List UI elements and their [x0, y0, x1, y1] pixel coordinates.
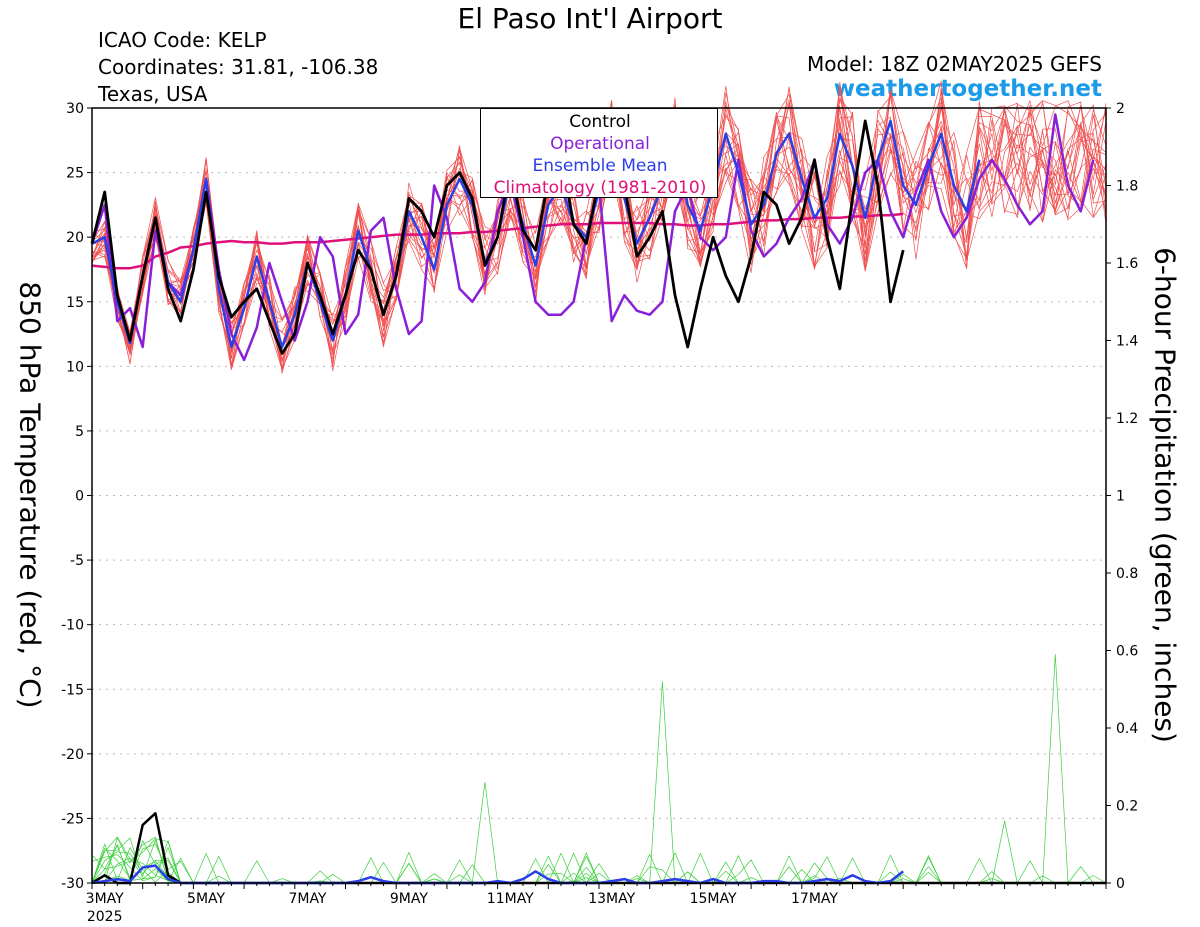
y-tick-label: 30: [66, 101, 84, 117]
x-tick-label: 15MAY: [690, 891, 737, 907]
y-tick-label: -10: [61, 618, 84, 634]
grid: [92, 172, 1106, 819]
y-tick-label: -20: [61, 747, 84, 763]
y-tick-label: -25: [61, 811, 84, 827]
precip-member-line: [91, 837, 1106, 884]
y2-tick-label: 0.8: [1116, 566, 1138, 582]
model-run: Model: 18Z 02MAY2025 GEFS: [807, 52, 1102, 76]
legend-item-climatology: Climatology (1981-2010): [493, 178, 707, 198]
y2-tick-label: 1: [1116, 489, 1125, 505]
control-line: [90, 119, 905, 355]
legend-item-ensemble-mean: Ensemble Mean: [532, 156, 668, 176]
precip-lines: [91, 654, 1107, 884]
x-tick-label: 11MAY: [487, 891, 534, 907]
y2-tick-label: 1.4: [1116, 334, 1138, 350]
precip-member-line: [91, 851, 1106, 884]
precip-member-line: [91, 839, 1106, 884]
chart-title: El Paso Int'l Airport: [457, 2, 723, 35]
ensemble-member-line: [91, 96, 1107, 364]
y2-tick-label: 2: [1116, 101, 1125, 117]
precip-mean-line: [91, 864, 904, 885]
y-tick-label: -15: [61, 682, 84, 698]
icao-code: ICAO Code: KELP: [98, 28, 267, 52]
y2-tick-label: 0.4: [1116, 721, 1138, 737]
y2-tick-label: 0: [1116, 876, 1125, 892]
ensemble-mean-line: [91, 119, 981, 349]
y2-tick-label: 0.6: [1116, 644, 1138, 660]
y2-tick-label: 1.2: [1116, 411, 1138, 427]
y2-tick-label: 0.2: [1116, 799, 1138, 815]
y2-tick-label: 1.8: [1116, 179, 1138, 195]
x-tick-label: 7MAY: [288, 891, 326, 907]
ensemble-member-line: [91, 86, 1107, 374]
precip-member-line: [91, 847, 1106, 884]
y-tick-label: 0: [75, 489, 84, 505]
year-label: 2025: [87, 909, 123, 925]
y-tick-label: -30: [61, 876, 84, 892]
precip-member-line: [91, 654, 1106, 884]
ensemble-member-line: [91, 86, 1107, 353]
y-tick-label: 15: [66, 295, 84, 311]
precip-control-line: [91, 812, 1106, 885]
legend-item-operational: Operational: [550, 134, 650, 154]
y-tick-label: 25: [66, 166, 84, 182]
ensemble-member-line: [91, 110, 1107, 367]
y-tick-label: 5: [75, 424, 84, 440]
x-tick-label: 17MAY: [791, 891, 838, 907]
x-tick-label: 3MAY: [86, 891, 124, 907]
region: Texas, USA: [98, 82, 208, 106]
x-tick-label: 5MAY: [187, 891, 225, 907]
ensemble-member-line: [91, 103, 1107, 366]
y-tick-label: -5: [70, 553, 84, 569]
x-tick-label: 13MAY: [588, 891, 635, 907]
precip-member-line: [91, 840, 1107, 884]
y2-tick-label: 1.6: [1116, 256, 1138, 272]
x-tick-label: 9MAY: [390, 891, 428, 907]
coordinates: Coordinates: 31.81, -106.38: [98, 55, 379, 79]
precip-member-line: [91, 840, 1106, 884]
legend: Control Operational Ensemble Mean Climat…: [480, 108, 718, 198]
y-tick-label: 10: [66, 359, 84, 375]
precip-member-line: [91, 836, 1106, 884]
site-link[interactable]: weathertogether.net: [833, 76, 1102, 102]
legend-item-control: Control: [569, 112, 631, 132]
y-tick-label: 20: [66, 230, 84, 246]
ensemble-member-line: [91, 100, 1107, 369]
precip-member-line: [91, 836, 1106, 884]
precip-member-line: [91, 838, 1106, 884]
